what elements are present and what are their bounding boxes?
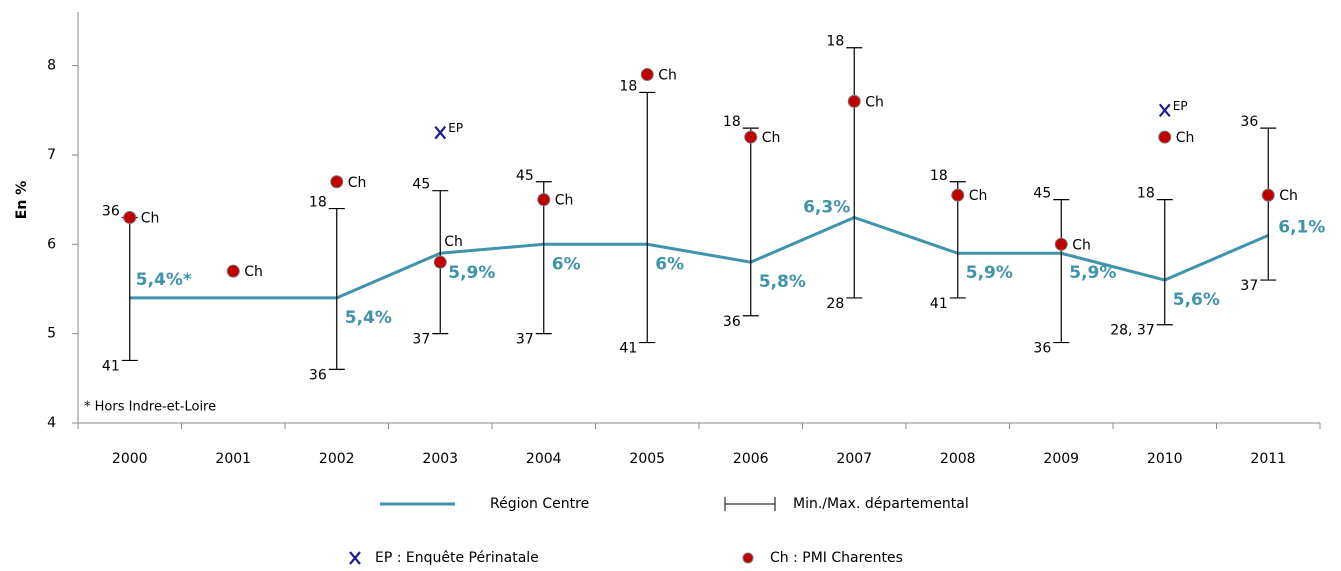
min-label: 41: [619, 341, 637, 357]
ch-label: Ch: [348, 175, 367, 191]
value-label: 5,4%*: [136, 270, 192, 290]
line-series: [129, 215, 1269, 300]
max-label: 18: [723, 114, 741, 130]
value-label: 6%: [552, 254, 581, 274]
ch-marker: [123, 211, 137, 224]
ch-label: Ch: [762, 130, 781, 146]
min-label: 41: [102, 358, 120, 374]
ch-label: Ch: [141, 211, 160, 227]
ep-marker: [1158, 103, 1171, 117]
value-label: 5,6%: [1173, 290, 1220, 310]
value-label: 5,9%: [448, 263, 495, 283]
min-label: 36: [309, 367, 327, 383]
min-label: 28, 37: [1110, 323, 1155, 339]
x-tick-label: 2005: [629, 451, 665, 467]
max-label: 18: [930, 168, 948, 184]
min-label: 37: [412, 332, 430, 348]
ch-marker: [1158, 130, 1172, 144]
legend-marker: [349, 551, 361, 565]
ch-marker: [744, 130, 758, 144]
min-label: 37: [516, 332, 534, 348]
ch-marker: [537, 193, 551, 207]
value-label: 5,8%: [759, 272, 806, 292]
y-tick-label: 6: [47, 236, 56, 252]
x-tick-label: 2007: [836, 451, 872, 467]
ch-label: Ch: [1279, 188, 1298, 204]
x-tick-label: 2002: [319, 451, 355, 467]
ch-marker: [1261, 188, 1275, 202]
max-label: 45: [516, 168, 534, 184]
x-tick-label: 2001: [215, 451, 251, 467]
y-axis-label: En %: [14, 181, 30, 219]
value-label: 5,9%: [966, 263, 1013, 283]
y-tick-label: 8: [47, 58, 56, 74]
min-label: 36: [723, 314, 741, 330]
min-label: 28: [826, 296, 844, 312]
ch-label: Ch: [244, 264, 263, 280]
legend-label: Ch : PMI Charentes: [770, 550, 903, 566]
ep-label: EP: [1173, 99, 1188, 113]
y-tick-label: 5: [47, 326, 56, 342]
x-tick-label: 2006: [733, 451, 769, 467]
max-label: 36: [1240, 114, 1258, 130]
value-label: 5,4%: [345, 308, 392, 328]
max-label: 45: [412, 177, 430, 193]
ep-label: EP: [448, 121, 463, 135]
ch-label: Ch: [1176, 130, 1195, 146]
value-label: 5,9%: [1069, 263, 1116, 283]
value-label: 6%: [655, 254, 684, 274]
x-tick-label: 2004: [526, 451, 562, 467]
min-label: 41: [930, 296, 948, 312]
ch-marker: [226, 264, 240, 278]
ch-marker: [433, 255, 447, 269]
value-label: 6,1%: [1278, 217, 1325, 237]
y-tick-label: 7: [47, 147, 56, 163]
ch-marker: [330, 175, 344, 189]
ch-label: Ch: [555, 193, 574, 209]
legend-label: Min./Max. départemental: [793, 496, 969, 512]
ch-label: Ch: [658, 68, 677, 84]
max-label: 18: [309, 195, 327, 211]
legend-label: EP : Enquête Périnatale: [375, 550, 539, 566]
y-tick-label: 4: [47, 415, 56, 431]
max-label: 45: [1033, 186, 1051, 202]
legend-marker: [742, 552, 754, 564]
ch-label: Ch: [969, 188, 988, 204]
max-label: 36: [102, 204, 120, 220]
max-label: 18: [619, 78, 637, 94]
ch-label: Ch: [444, 234, 463, 250]
min-label: 37: [1240, 278, 1258, 294]
x-tick-label: 2008: [940, 451, 976, 467]
ch-label: Ch: [865, 94, 884, 110]
x-tick-label: 2003: [422, 451, 458, 467]
min-label: 36: [1033, 341, 1051, 357]
x-tick-label: 2009: [1043, 451, 1079, 467]
max-label: 18: [826, 34, 844, 50]
x-tick-label: 2011: [1250, 451, 1286, 467]
x-tick-label: 2010: [1147, 451, 1183, 467]
ch-marker: [1054, 237, 1068, 251]
legend-label: Région Centre: [490, 496, 589, 512]
ch-label: Ch: [1072, 237, 1091, 253]
ch-marker: [951, 188, 965, 202]
x-tick-label: 2000: [112, 451, 148, 467]
value-label: 6,3%: [803, 198, 850, 218]
max-label: 18: [1137, 186, 1155, 202]
ch-marker: [847, 94, 861, 108]
annotation: * Hors Indre-et-Loire: [84, 400, 216, 415]
ch-marker: [640, 68, 654, 82]
ep-marker: [434, 125, 447, 140]
